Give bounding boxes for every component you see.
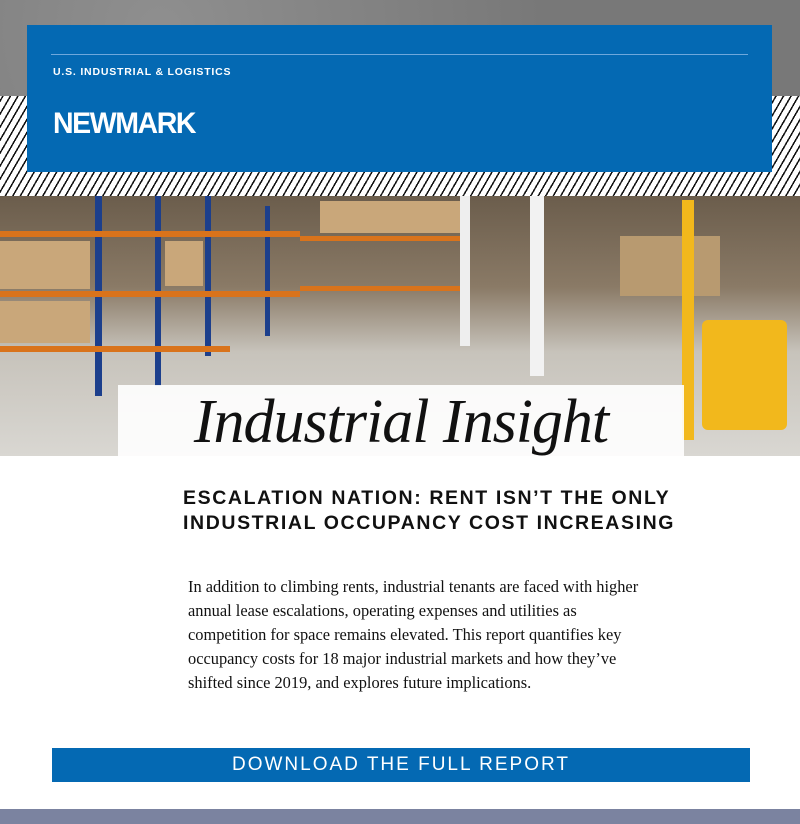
header-divider xyxy=(51,54,748,55)
article-headline: ESCALATION NATION: RENT ISN’T THE ONLY I… xyxy=(183,487,676,534)
section-label: U.S. INDUSTRIAL & LOGISTICS xyxy=(53,66,232,78)
title-banner: Industrial Insight xyxy=(118,385,684,456)
publication-title: Industrial Insight xyxy=(193,388,609,456)
article-body: In addition to climbing rents, industria… xyxy=(188,577,639,692)
download-report-button[interactable]: DOWNLOAD THE FULL REPORT xyxy=(52,748,750,782)
forklift xyxy=(652,200,792,450)
newmark-logo[interactable]: NEWMARK xyxy=(53,107,196,140)
header-banner: U.S. INDUSTRIAL & LOGISTICS NEWMARK xyxy=(27,25,772,172)
footer-bar xyxy=(0,809,800,824)
